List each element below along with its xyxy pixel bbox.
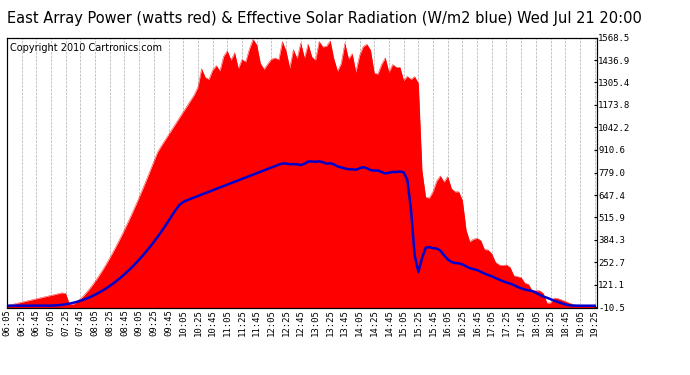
Text: East Array Power (watts red) & Effective Solar Radiation (W/m2 blue) Wed Jul 21 : East Array Power (watts red) & Effective… [7, 11, 642, 26]
Text: Copyright 2010 Cartronics.com: Copyright 2010 Cartronics.com [10, 43, 162, 53]
